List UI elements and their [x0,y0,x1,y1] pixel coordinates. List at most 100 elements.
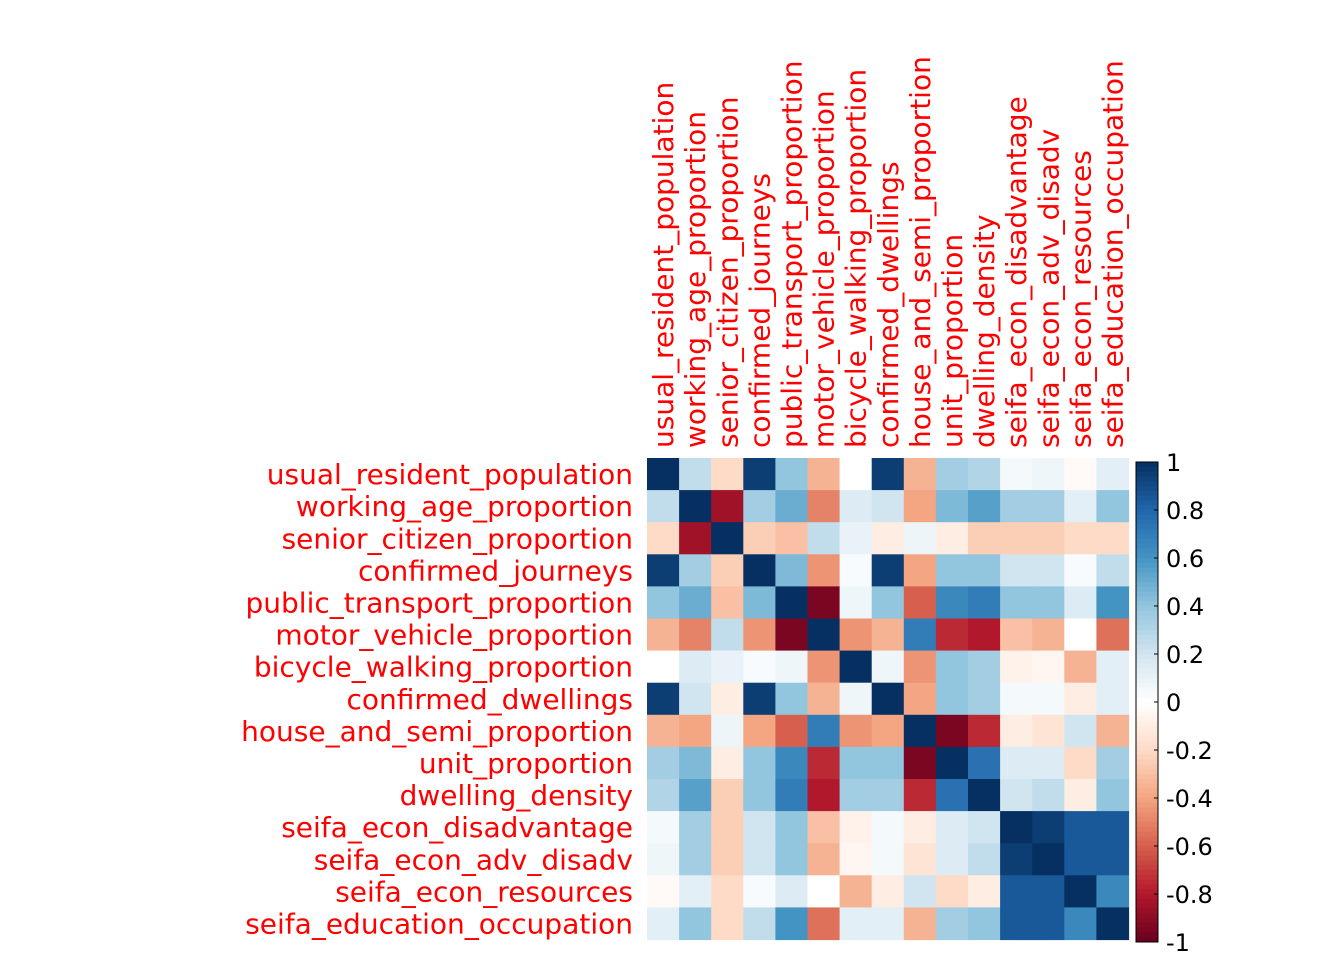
heatmap-cell [711,682,744,716]
heatmap-cell [1096,522,1130,555]
heatmap-cell [743,522,776,555]
heatmap-cell [1000,458,1033,491]
colorbar-segment [1136,673,1158,679]
colorbar-segment [1136,476,1158,482]
colorbar-segment [1136,745,1158,751]
heatmap-cell [871,779,905,812]
heatmap-cell [1064,682,1097,716]
heatmap-cell [807,682,841,716]
colorbar-segment [1136,889,1158,895]
heatmap-cell [1064,650,1097,684]
heatmap-cell [775,522,809,555]
heatmap-cell [1000,779,1033,812]
colorbar-segment [1136,759,1158,765]
heatmap-cell [1000,907,1033,941]
column-label: seifa_econ_resources [1064,150,1097,448]
heatmap-cell [711,522,744,555]
heatmap-cell [839,458,873,491]
heatmap-cell [679,843,712,876]
colorbar-segment [1136,879,1158,885]
column-label: confirmed_dwellings [872,161,905,448]
heatmap-cell [871,618,905,652]
column-label: dwelling_density [968,215,1001,448]
heatmap-cell [775,650,809,684]
heatmap-cell [871,522,905,555]
colorbar-segment [1136,567,1158,573]
colorbar-segment [1136,822,1158,828]
colorbar-segment [1136,783,1158,789]
heatmap-cell [775,875,809,908]
colorbar-segment [1136,577,1158,583]
colorbar-segment [1136,817,1158,823]
heatmap-cell [871,586,905,620]
colorbar-segment [1136,620,1158,626]
heatmap-cell [743,586,776,620]
colorbar-segment [1136,558,1158,564]
heatmap-cell [775,554,809,587]
column-label: motor_vehicle_proportion [808,90,841,448]
colorbar-segment [1136,831,1158,837]
heatmap-cell [807,458,841,491]
colorbar-segment [1136,519,1158,525]
heatmap-cell [968,843,1001,876]
heatmap-cell [968,811,1001,844]
heatmap-cell [1032,779,1065,812]
heatmap-cell [903,682,937,716]
heatmap-cell [647,746,680,780]
row-label: usual_resident_population [267,458,633,491]
column-label: public_transport_proportion [775,61,808,448]
colorbar-segment [1136,716,1158,722]
heatmap-cell [807,811,841,844]
heatmap-cells [647,458,1130,941]
heatmap-cell [1064,843,1097,876]
heatmap-cell [743,650,776,684]
row-label: seifa_education_occupation [245,907,633,940]
colorbar-segment [1136,630,1158,636]
colorbar-segment [1136,634,1158,641]
heatmap-cell [1000,843,1033,876]
colorbar-segment [1136,841,1158,847]
heatmap-cell [775,618,809,652]
colorbar-segment [1136,932,1158,938]
heatmap-cell [935,650,969,684]
colorbar-segment [1136,586,1158,593]
colorbar-segment [1136,687,1158,693]
heatmap-cell [839,490,873,523]
colorbar-segment [1136,850,1158,857]
heatmap-cell [903,586,937,620]
colorbar-segment [1136,615,1158,621]
colorbar-segment [1136,812,1158,818]
heatmap-cell [743,682,776,716]
colorbar-segment [1136,913,1158,919]
colorbar-segment [1136,658,1158,665]
heatmap-cell [647,586,680,620]
colorbar-segment [1136,826,1158,833]
heatmap-cell [1032,490,1065,523]
heatmap-cell [1000,586,1033,620]
heatmap-cell [1064,618,1097,652]
heatmap-cell [711,650,744,684]
heatmap-cell [968,586,1001,620]
colorbar-segment [1136,730,1158,737]
column-label: senior_citizen_proportion [711,97,744,448]
heatmap-cell [807,714,841,748]
heatmap-cell [711,843,744,876]
heatmap-cell [807,618,841,652]
heatmap-cell [935,714,969,748]
heatmap-cell [903,875,937,908]
heatmap-cell [839,714,873,748]
heatmap-cell [647,779,680,812]
column-label: seifa_econ_disadvantage [1000,96,1033,448]
heatmap-cell [1000,650,1033,684]
heatmap-cell [775,746,809,780]
colorbar-tick-label: -0.2 [1166,737,1213,765]
colorbar-segment [1136,625,1158,631]
heatmap-cell [903,618,937,652]
heatmap-cell [871,907,905,941]
colorbar-segment [1136,898,1158,905]
heatmap-cell [903,907,937,941]
heatmap-cell [968,650,1001,684]
colorbar-segment [1136,692,1158,698]
heatmap-cell [839,875,873,908]
